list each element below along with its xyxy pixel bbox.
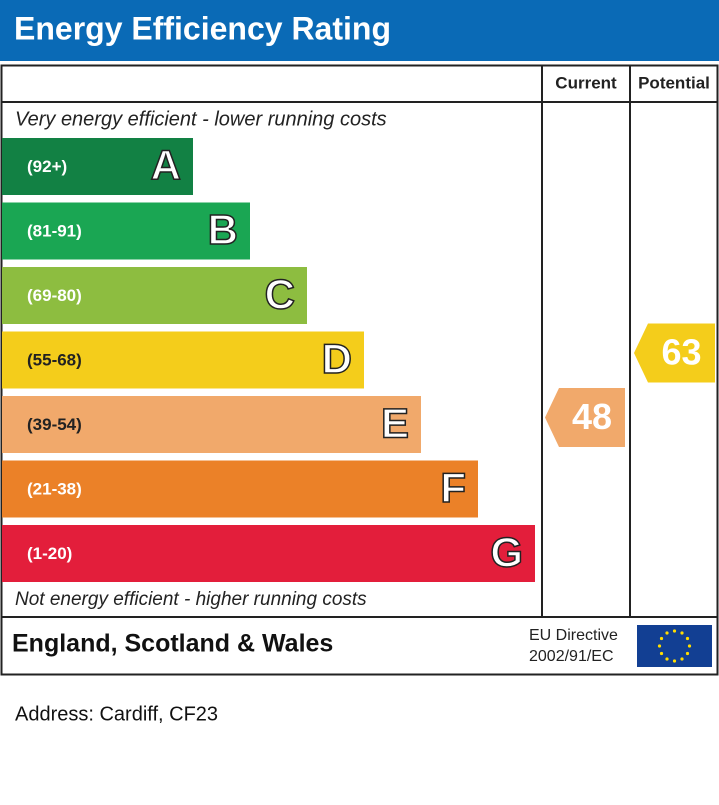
band-range: (92+) (27, 157, 67, 176)
rating-arrow (634, 323, 715, 383)
bottom-note: Not energy efficient - higher running co… (15, 589, 367, 610)
star (685, 651, 690, 656)
star (672, 629, 677, 633)
address: Address: Cardiff, CF23 (15, 703, 218, 725)
star (672, 659, 677, 663)
star (665, 657, 669, 661)
band-letter: E (381, 400, 409, 447)
band-range: (81-91) (27, 221, 82, 240)
frame (0, 64, 719, 676)
star (680, 657, 684, 661)
band-letter: F (440, 464, 466, 511)
column-header: Potential (638, 73, 710, 92)
band-bar (2, 396, 421, 453)
header-bar (0, 0, 719, 61)
star (659, 651, 664, 656)
directive: EU Directive (529, 627, 618, 644)
band-range: (1-20) (27, 544, 72, 563)
column-header: Current (555, 73, 617, 92)
band-range: (39-54) (27, 415, 82, 434)
star (665, 631, 669, 635)
rating-arrow (545, 388, 625, 447)
band-range: (55-68) (27, 350, 82, 369)
band-letter: G (490, 529, 523, 576)
eu-flag (637, 625, 712, 667)
band-bar (2, 525, 535, 582)
star (680, 631, 684, 635)
star (657, 644, 662, 648)
directive: 2002/91/EC (529, 648, 614, 665)
band-letter: C (265, 271, 295, 318)
band-range: (21-38) (27, 479, 82, 498)
band-bar (2, 460, 478, 518)
band-bar (2, 331, 364, 389)
rating-value: 48 (572, 396, 612, 437)
band-bar (2, 138, 193, 195)
rating-value: 63 (661, 332, 701, 373)
band-letter: B (208, 206, 238, 253)
star (659, 636, 664, 641)
band-range: (69-80) (27, 286, 82, 305)
title: Energy Efficiency Rating (14, 10, 391, 46)
top-note: Very energy efficient - lower running co… (15, 108, 387, 130)
region: England, Scotland & Wales (12, 630, 333, 658)
star (685, 636, 690, 641)
band-letter: A (151, 142, 181, 189)
band-bar (2, 267, 307, 324)
star (687, 644, 692, 648)
band-letter: D (322, 335, 352, 382)
band-bar (2, 202, 250, 260)
